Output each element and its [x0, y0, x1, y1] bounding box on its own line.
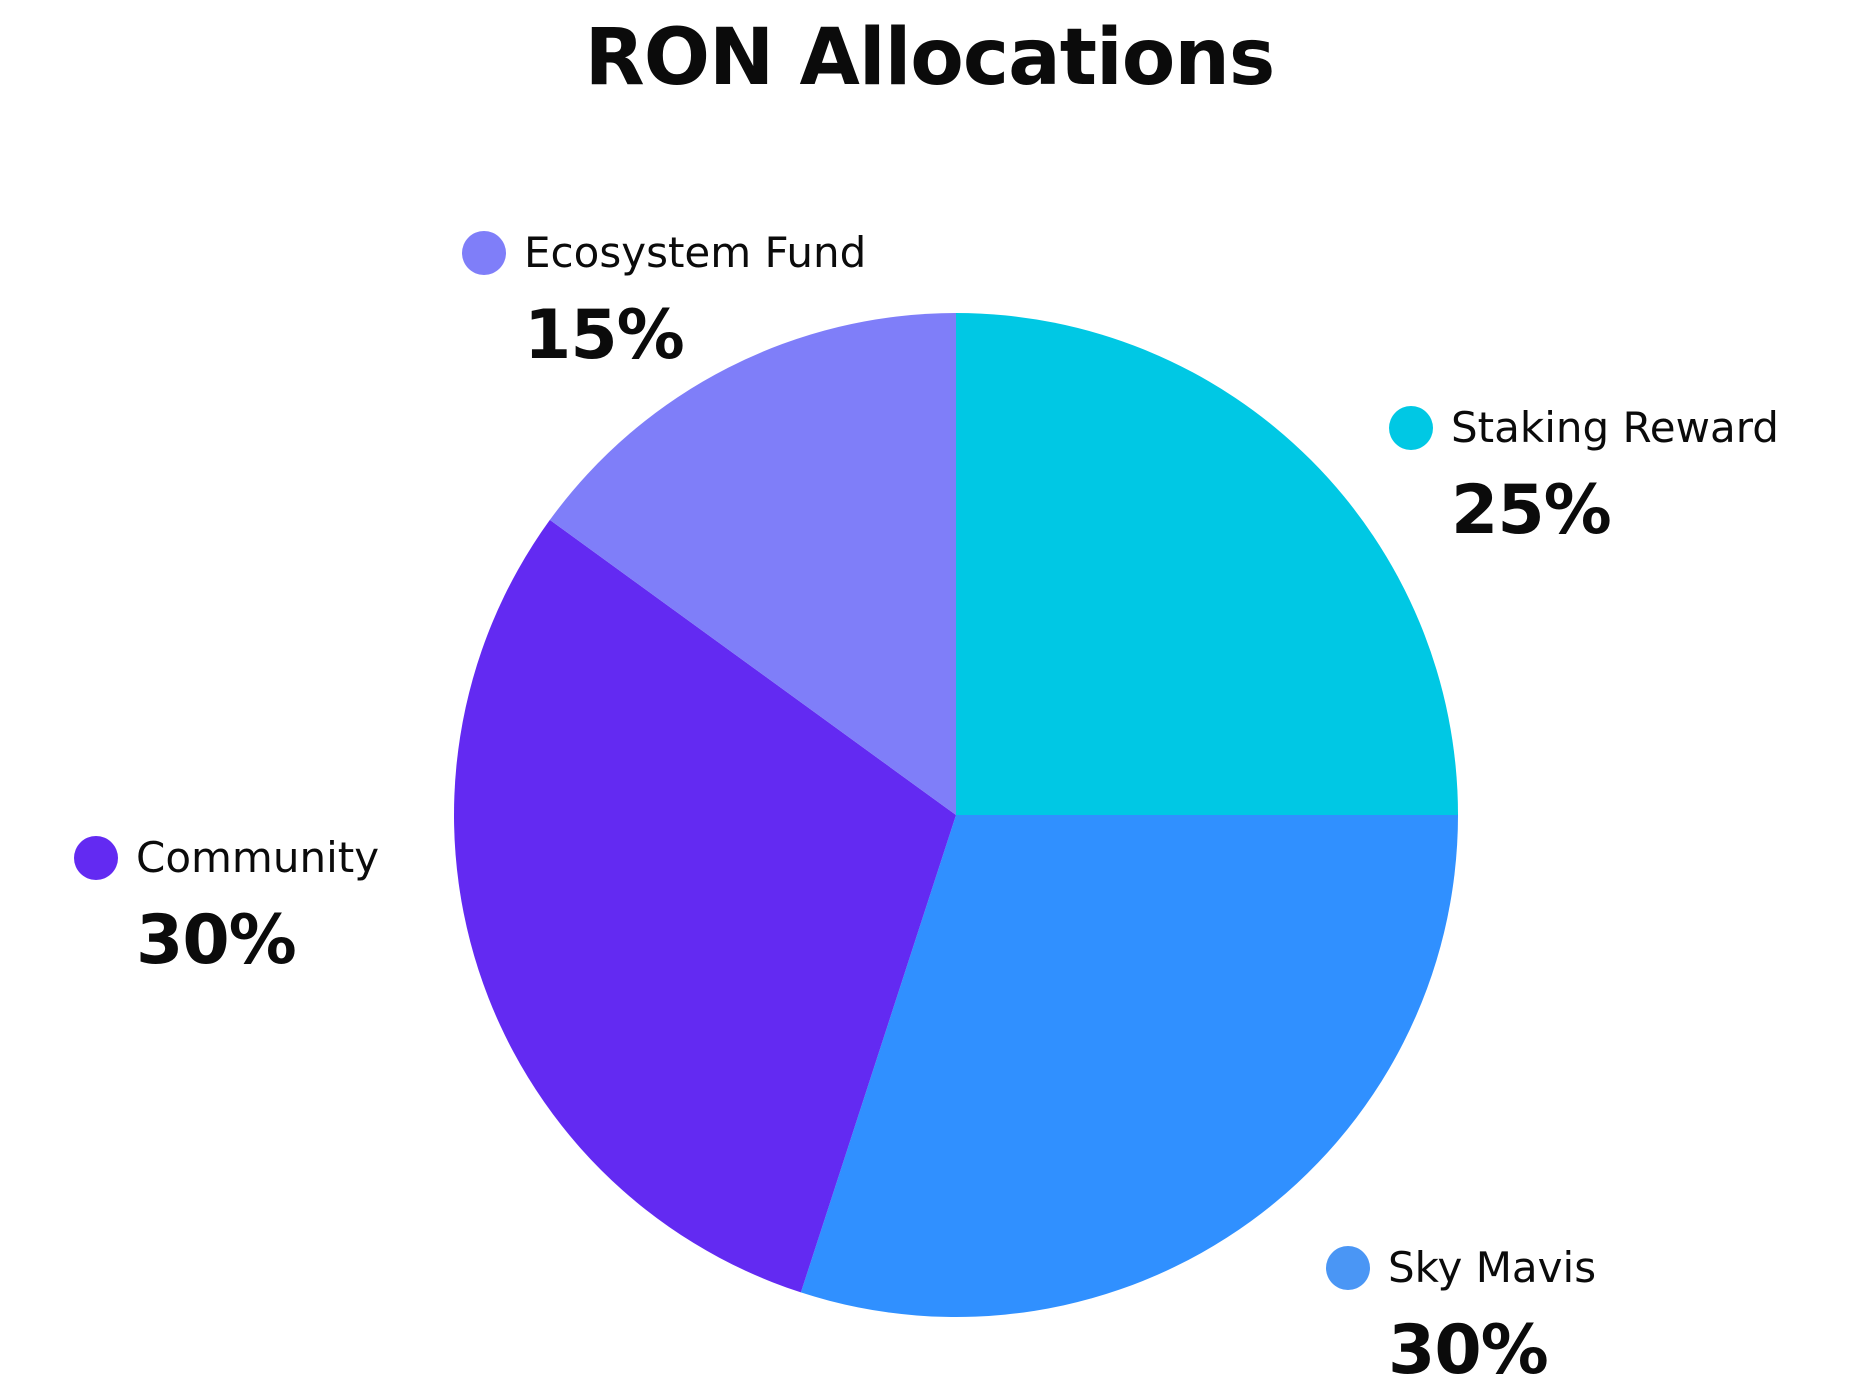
pie-slice-staking-reward — [956, 313, 1458, 815]
pie-slice-community — [454, 519, 956, 1293]
chart-title: RON Allocations — [584, 13, 1276, 103]
legend-dot-icon — [1389, 406, 1433, 450]
slice-value-label: 15% — [524, 296, 685, 375]
pie-slice-ecosystem-fund — [549, 313, 956, 815]
legend-dot-icon — [74, 836, 118, 880]
legend-label: Staking Reward — [1451, 403, 1779, 452]
pie-slices — [454, 313, 1458, 1317]
legend-label: Sky Mavis — [1388, 1243, 1597, 1292]
legend-dot-icon — [462, 231, 506, 275]
legend-dot-icon — [1326, 1246, 1370, 1290]
pie-slice-sky-mavis — [800, 815, 1458, 1317]
legend-label: Community — [136, 833, 380, 882]
slice-value-label: 25% — [1451, 471, 1612, 550]
legend-label: Ecosystem Fund — [524, 228, 867, 277]
slice-value-label: 30% — [136, 901, 297, 980]
slice-value-label: 30% — [1388, 1311, 1549, 1390]
